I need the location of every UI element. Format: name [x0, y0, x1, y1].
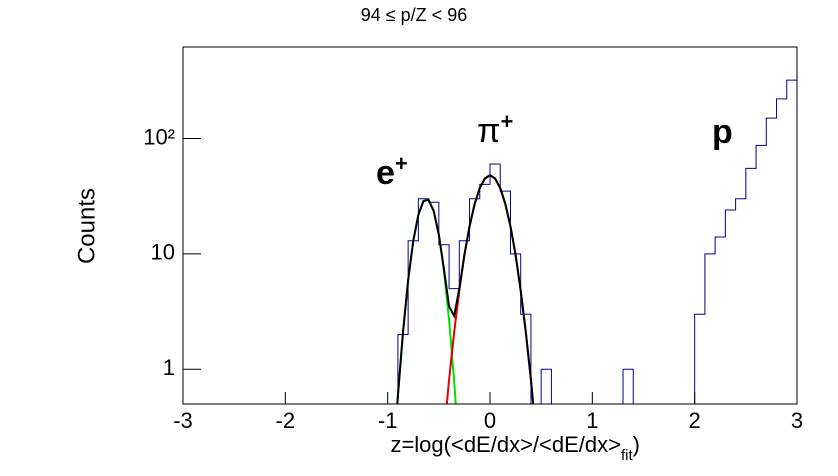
y-tick-label: 1 — [163, 355, 175, 380]
x-axis-label-main: z=log(<dE/dx>/<dE/dx> — [390, 432, 621, 457]
annotation-sup: + — [500, 109, 513, 134]
y-tick-label: 10 — [151, 240, 175, 265]
x-tick-label: 0 — [484, 408, 496, 433]
x-tick-label: -3 — [173, 408, 193, 433]
x-tick-label: 2 — [689, 408, 701, 433]
plot-area — [396, 79, 797, 404]
annotation: e+ — [376, 151, 408, 192]
histogram — [397, 79, 797, 404]
x-tick-label: -1 — [378, 408, 398, 433]
x-axis-label: z=log(<dE/dx>/<dE/dx>fit) — [390, 432, 640, 464]
annotation-text: e — [376, 154, 395, 192]
x-tick-label: 3 — [791, 408, 803, 433]
annotation-text: π — [477, 112, 500, 150]
x-tick-label: -2 — [276, 408, 296, 433]
annotation: p — [712, 113, 733, 151]
annotation: π+ — [477, 109, 513, 150]
x-tick-label: 1 — [586, 408, 598, 433]
annotation-sup: + — [395, 151, 408, 176]
y-axis-label: Counts — [73, 188, 100, 264]
y-tick-label: 10² — [143, 124, 175, 149]
annotation-text: p — [712, 113, 733, 151]
chart-title: 94 ≤ p/Z < 96 — [361, 5, 467, 25]
frame — [182, 46, 798, 405]
fit-curve — [396, 174, 535, 404]
x-axis-label-end: ) — [633, 432, 640, 457]
x-axis-label-sub: fit — [621, 447, 634, 464]
